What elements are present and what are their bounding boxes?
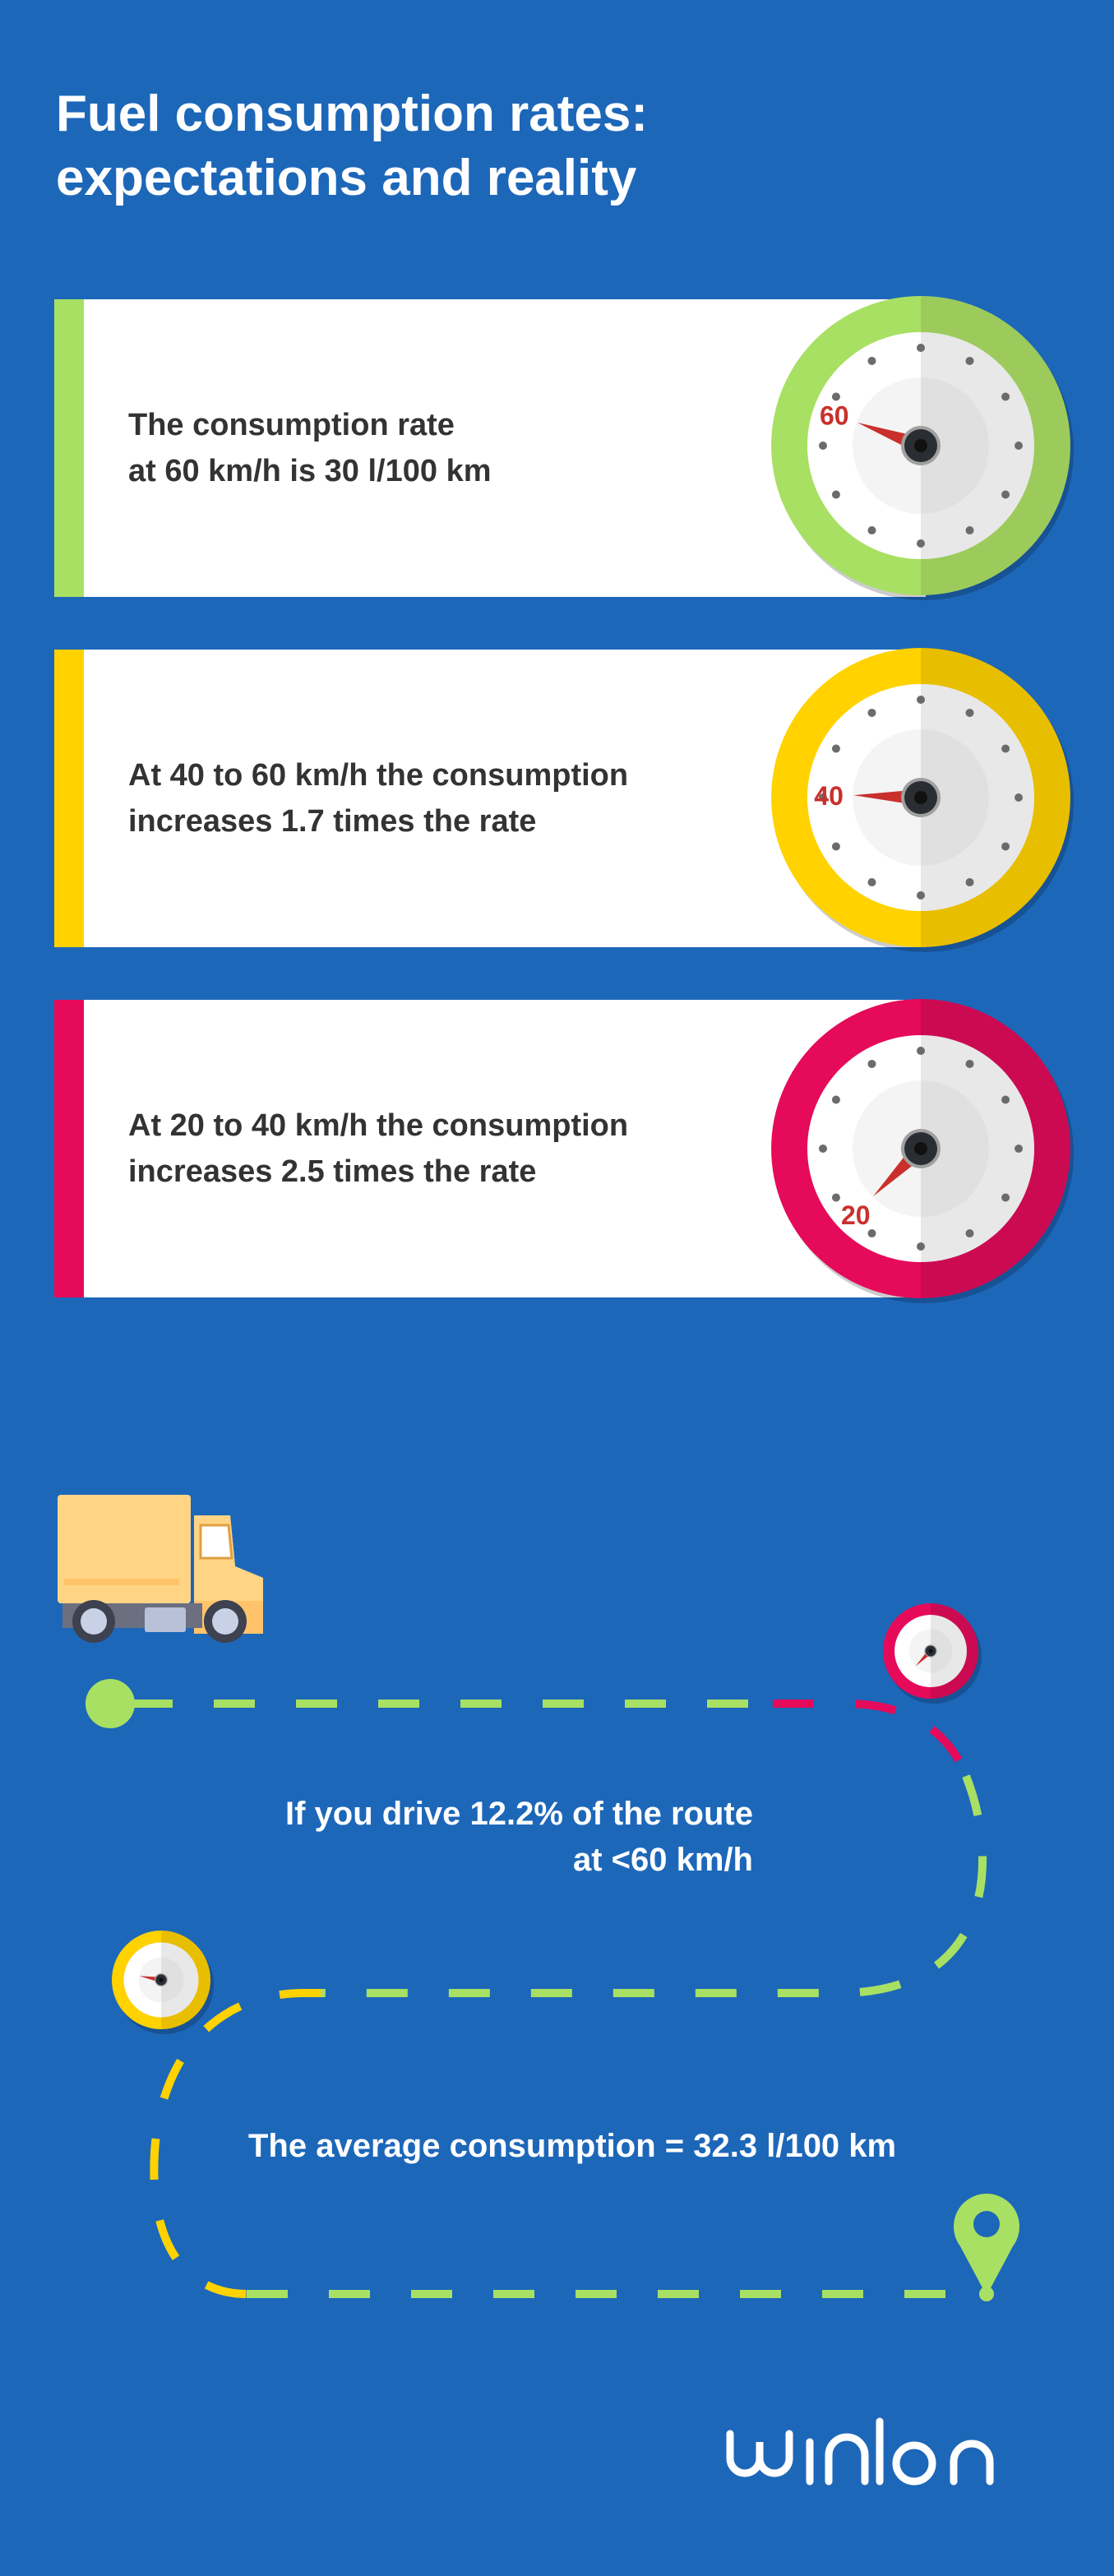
route-segment-red <box>773 1700 970 1778</box>
speedometer-small-red-icon <box>883 1603 982 1704</box>
page-title: Fuel consumption rates: expectations and… <box>56 86 648 206</box>
route-text-2: The average consumption = 32.3 l/100 km <box>248 2128 897 2164</box>
route-start-dot <box>86 1679 135 1728</box>
wialon-logo <box>726 2417 994 2486</box>
gauge-speed-label: 60 <box>820 401 849 431</box>
card-text: increases 1.7 times the rate <box>128 804 537 839</box>
speedometer-60-icon: 60 <box>771 296 1074 600</box>
location-pin-icon <box>954 2194 1019 2301</box>
card-accent-bar <box>54 1000 84 1297</box>
card-text: The consumption rate <box>128 408 455 442</box>
route-text-1: If you drive 12.2% of the route at <60 k… <box>284 1796 753 1878</box>
gauge-speed-label: 20 <box>841 1200 871 1230</box>
card-text: increases 2.5 times the rate <box>128 1154 537 1189</box>
speedometer-20-icon: 20 <box>771 999 1074 1303</box>
speedometer-40-icon: 40 <box>771 648 1074 952</box>
route-segment-green <box>321 1774 987 1997</box>
gauge-speed-label: 40 <box>814 781 844 811</box>
speedometer-small-yellow-icon <box>112 1931 214 2034</box>
truck-icon <box>58 1495 263 1643</box>
card-accent-bar <box>54 650 84 947</box>
card-accent-bar <box>54 299 84 597</box>
card-text: At 40 to 60 km/h the consumption <box>128 758 629 793</box>
card-text: at 60 km/h is 30 l/100 km <box>128 454 492 488</box>
card-text: At 20 to 40 km/h the consumption <box>128 1108 629 1143</box>
route-segment-yellow <box>150 1989 321 2298</box>
